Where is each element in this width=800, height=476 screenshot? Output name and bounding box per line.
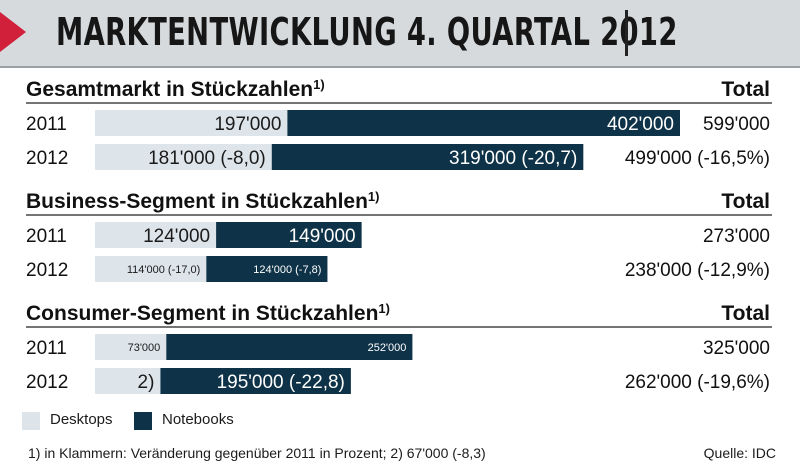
data-label-notebooks: 402'000: [607, 114, 674, 135]
row-total: 238'000 (-12,9%): [625, 260, 770, 281]
bar-notebooks: [216, 222, 362, 248]
data-label-notebooks: 149'000: [289, 226, 356, 247]
data-label-notebooks: 124'000 (-7,8): [253, 264, 321, 276]
bar-desktops: [95, 334, 167, 360]
source-credit: Quelle: IDC: [703, 445, 776, 461]
bar-desktops: [95, 256, 207, 282]
bar-desktops: [95, 144, 272, 170]
row-year: 2012: [26, 260, 68, 281]
legend-label-desktops: Desktops: [50, 411, 113, 428]
row-total: 325'000: [703, 338, 770, 359]
panel-title: Consumer-Segment in Stückzahlen1): [26, 301, 390, 325]
arrow-icon: [0, 12, 26, 52]
row-total: 262'000 (-19,6%): [625, 372, 770, 393]
row-total: 599'000: [703, 114, 770, 135]
title-divider: [625, 10, 628, 56]
row-year: 2012: [26, 148, 68, 169]
data-label-desktops: 197'000: [214, 114, 281, 135]
panel-title: Gesamtmarkt in Stückzahlen1): [26, 77, 325, 101]
bar-notebooks: [206, 256, 328, 282]
panel-title: Business-Segment in Stückzahlen1): [26, 189, 379, 213]
data-label-desktops: 124'000: [143, 226, 210, 247]
data-label-desktops: 181'000 (-8,0): [148, 148, 266, 169]
row-total: 273'000: [703, 226, 770, 247]
data-label-desktops: 2): [138, 372, 155, 393]
bar-desktops: [95, 222, 217, 248]
bar-notebooks: [160, 368, 351, 394]
row-total: 499'000 (-16,5%): [625, 148, 770, 169]
legend-swatch-desktops: [22, 412, 40, 430]
bar-notebooks: [271, 144, 584, 170]
panel-title-footnote-mark: 1): [368, 189, 380, 204]
data-label-notebooks: 195'000 (-22,8): [217, 372, 345, 393]
total-header: Total: [721, 190, 770, 213]
row-year: 2011: [26, 114, 67, 135]
row-year: 2012: [26, 372, 68, 393]
data-label-notebooks: 252'000: [368, 342, 407, 354]
chart-title: MARKTENTWICKLUNG 4. QUARTAL 2012: [56, 10, 678, 54]
bar-notebooks: [287, 110, 680, 136]
panel-title-footnote-mark: 1): [313, 77, 325, 92]
panel-title-footnote-mark: 1): [378, 301, 390, 316]
title-banner: MARKTENTWICKLUNG 4. QUARTAL 2012: [0, 0, 800, 68]
total-header: Total: [721, 302, 770, 325]
data-label-desktops: 73'000: [128, 342, 161, 354]
legend-swatch-notebooks: [134, 412, 152, 430]
total-header: Total: [721, 78, 770, 101]
legend-label-notebooks: Notebooks: [162, 411, 234, 428]
footnote: 1) in Klammern: Veränderung gegenüber 20…: [28, 445, 486, 461]
stacked-bar-chart: Gesamtmarkt in Stückzahlen1) Total 2011 197…: [26, 77, 772, 394]
bar-desktops: [95, 110, 288, 136]
row-year: 2011: [26, 338, 67, 359]
row-year: 2011: [26, 226, 67, 247]
data-label-desktops: 114'000 (-17,0): [127, 264, 200, 276]
data-label-notebooks: 319'000 (-20,7): [449, 148, 577, 169]
bar-notebooks: [166, 334, 413, 360]
bar-desktops: [95, 368, 161, 394]
